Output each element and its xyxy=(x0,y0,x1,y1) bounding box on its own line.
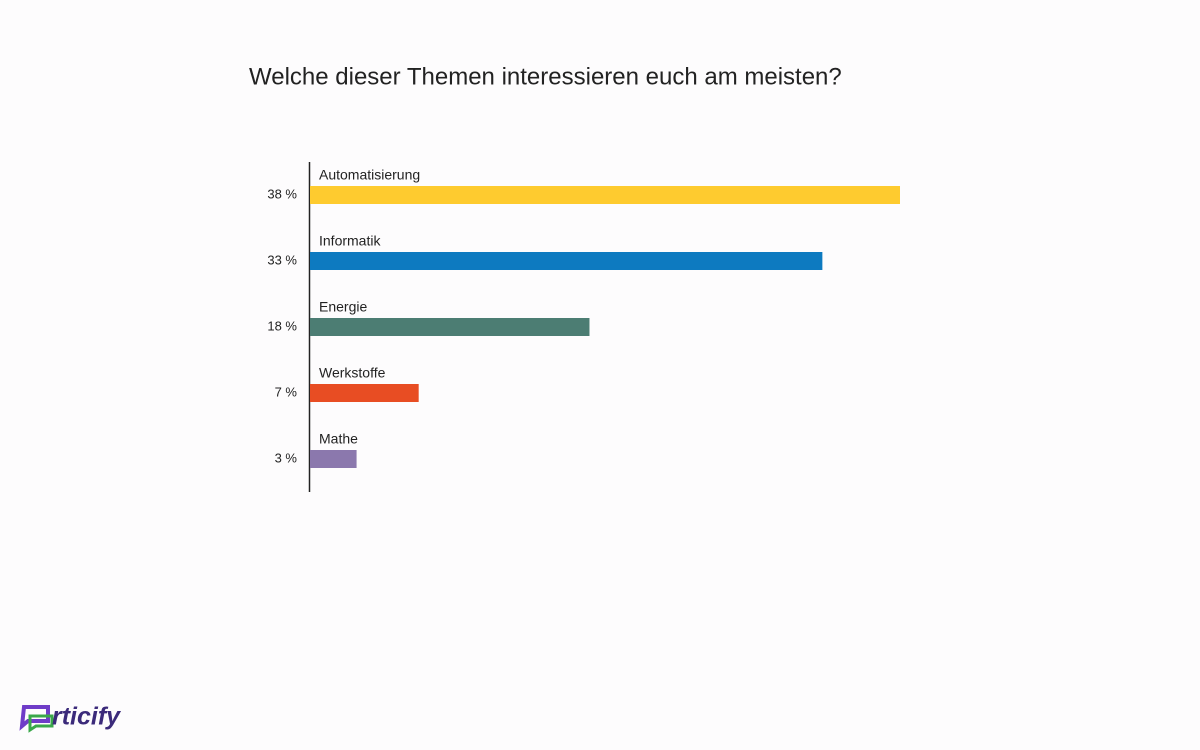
bar xyxy=(310,450,357,468)
bar xyxy=(310,384,419,402)
logo-icon-accent xyxy=(28,714,54,733)
value-label: 38 % xyxy=(267,186,297,201)
value-label: 18 % xyxy=(267,318,297,333)
logo: rticify xyxy=(19,703,121,733)
category-label: Energie xyxy=(319,299,367,315)
logo-text: rticify xyxy=(52,703,121,731)
category-label: Automatisierung xyxy=(319,167,420,183)
value-label: 33 % xyxy=(267,252,297,267)
category-label: Informatik xyxy=(319,233,381,249)
bar xyxy=(310,318,590,336)
chart-title: Welche dieser Themen interessieren euch … xyxy=(249,63,842,90)
value-label: 7 % xyxy=(275,384,298,399)
logo-icon xyxy=(19,705,50,731)
value-label: 3 % xyxy=(275,450,298,465)
bar xyxy=(310,252,823,270)
category-label: Werkstoffe xyxy=(319,365,386,381)
bar xyxy=(310,186,900,204)
category-label: Mathe xyxy=(319,431,358,447)
